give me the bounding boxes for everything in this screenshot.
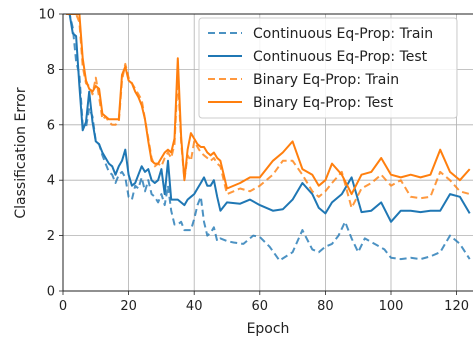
x-tick-label: 120 [444,299,469,314]
legend-label: Binary Eq-Prop: Test [253,95,394,111]
axes [62,13,473,292]
x-tick-label: 20 [120,299,137,314]
y-tick-label: 0 [47,285,55,300]
legend-box [198,17,458,119]
x-tick-label: 100 [379,299,404,314]
ticks: 0 20 40 60 80 100 120 0 2 4 6 8 10 [38,8,469,315]
y-tick-label: 10 [38,8,55,23]
y-tick-label: 4 [47,174,55,189]
x-axis-label: Epoch [247,321,290,337]
legend-label: Continuous Eq-Prop: Test [253,49,428,65]
x-tick-label: 0 [59,299,67,314]
series-line-1 [66,14,471,262]
legend-label: Binary Eq-Prop: Train [253,72,399,88]
y-tick-label: 8 [47,63,55,78]
series-line-2 [66,14,471,223]
plot-area [66,14,471,262]
y-tick-label: 2 [47,229,55,244]
y-tick-label: 6 [47,118,55,133]
x-tick-label: 80 [317,299,334,314]
legend: Continuous Eq-Prop: Train Continuous Eq-P… [198,17,458,119]
y-axis-label: Classification Error [13,87,29,218]
series-line-4 [66,14,471,196]
x-tick-label: 60 [252,299,269,314]
legend-label: Continuous Eq-Prop: Train [253,26,433,42]
x-tick-label: 40 [186,299,203,314]
